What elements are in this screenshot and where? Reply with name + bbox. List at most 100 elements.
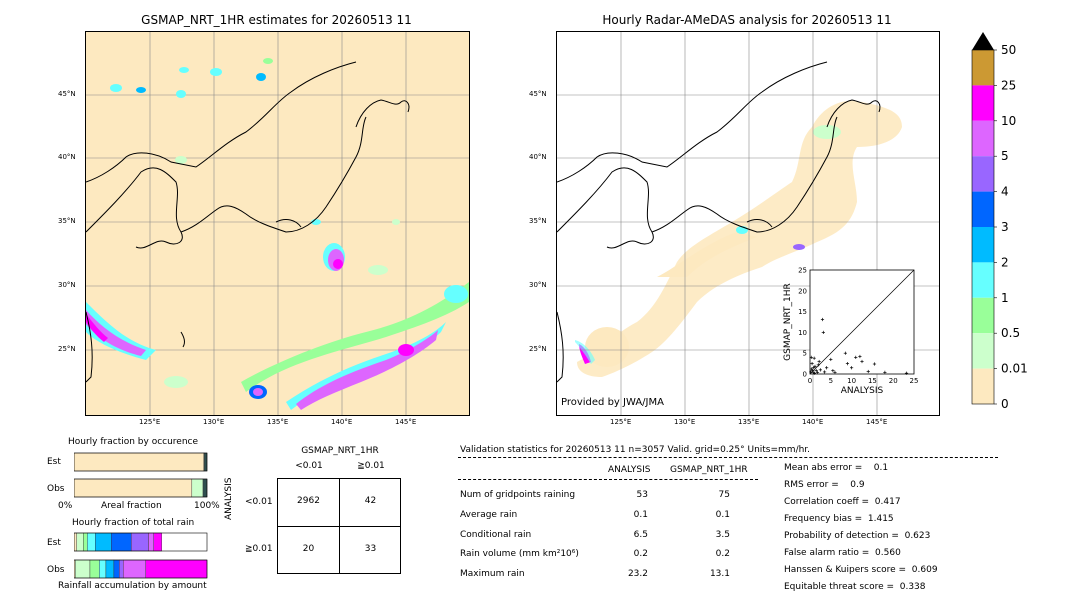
left-lat-tick-35: 35°N bbox=[58, 217, 76, 225]
fraction-bar-segment bbox=[130, 532, 149, 552]
scatter-point bbox=[817, 359, 821, 364]
occurrence-obs-label: Obs bbox=[47, 484, 65, 494]
contingency-row-axis: ANALYSIS bbox=[224, 477, 234, 520]
fraction-bar-segment bbox=[204, 452, 208, 472]
scatter-point bbox=[854, 355, 858, 359]
fraction-bar-segment bbox=[73, 452, 205, 472]
left-coastlines bbox=[86, 61, 410, 383]
stat-label-3: Rain volume (mm km²10⁶) bbox=[460, 549, 579, 559]
scatter-ytick: 25 bbox=[798, 267, 807, 275]
scatter-xtick: 5 bbox=[829, 377, 833, 385]
fraction-bar-segment bbox=[113, 559, 120, 579]
occurrence-tick-100: 100% bbox=[194, 501, 220, 511]
contingency-row-1: <0.01 bbox=[245, 497, 273, 507]
validation-col-divider bbox=[458, 479, 758, 480]
scatter-ytick: 5 bbox=[803, 350, 807, 358]
scatter-ytick: 20 bbox=[798, 287, 807, 295]
colorbar-label: 2 bbox=[1001, 255, 1009, 269]
stat-gsmap-3: 0.2 bbox=[715, 549, 730, 559]
score-4: Probability of detection = 0.623 bbox=[784, 531, 931, 541]
scatter-xtick: 15 bbox=[868, 377, 877, 385]
fraction-bar-segment bbox=[123, 559, 147, 579]
validation-col-analysis: ANALYSIS bbox=[608, 465, 651, 475]
scatter-point bbox=[812, 356, 816, 360]
validation-col-gsmap: GSMAP_NRT_1HR bbox=[670, 465, 748, 475]
right-lon-tick-125: 125°E bbox=[610, 418, 632, 426]
total-rain-bars bbox=[73, 532, 208, 580]
scatter-point bbox=[866, 369, 870, 374]
score-5: False alarm ratio = 0.560 bbox=[784, 548, 901, 558]
fraction-bar-segment bbox=[89, 559, 100, 579]
fraction-bar-segment bbox=[119, 559, 124, 579]
colorbar-segment bbox=[972, 85, 994, 121]
fraction-bar-segment bbox=[148, 532, 155, 552]
right-coastlines bbox=[557, 61, 881, 383]
fraction-bar-segment bbox=[202, 478, 208, 498]
colorbar-segment bbox=[972, 333, 994, 369]
fraction-bar-segment bbox=[111, 532, 132, 552]
left-map-title: GSMAP_NRT_1HR estimates for 20260513 11 bbox=[141, 13, 412, 27]
scatter-point bbox=[904, 371, 909, 375]
colorbar: 50 25 10 5 4 3 2 1 0.5 0.01 0 bbox=[962, 28, 1042, 420]
scatter-point bbox=[883, 370, 887, 374]
colorbar-segment bbox=[972, 368, 994, 404]
left-map bbox=[85, 31, 470, 416]
fraction-bar-segment bbox=[99, 559, 107, 579]
scatter-point bbox=[850, 366, 854, 370]
scatter-inset: 0 0 5 5 10 10 15 15 20 20 25 25 ANALYSIS GSMAP_NRT_1H… bbox=[780, 262, 920, 402]
scatter-plot: 00 5 5 10 10 15 15 20 20 25 25 ANALYSIS GSMAP_NRT_1H… bbox=[783, 267, 918, 397]
colorbar-segment bbox=[972, 191, 994, 227]
fraction-bar-segment bbox=[145, 559, 208, 579]
colorbar-label: 0 bbox=[1001, 397, 1009, 411]
colorbar-label: 4 bbox=[1001, 185, 1009, 199]
score-6: Hanssen & Kuipers score = 0.609 bbox=[784, 565, 938, 575]
colorbar-segment bbox=[972, 262, 994, 298]
total-rain-obs-label: Obs bbox=[47, 565, 65, 575]
colorbar-label: 10 bbox=[1001, 114, 1016, 128]
total-rain-est-label: Est bbox=[47, 538, 61, 548]
scatter-point bbox=[812, 365, 816, 369]
fraction-bar-segment bbox=[83, 532, 88, 552]
contingency-cell-12: 42 bbox=[364, 496, 377, 506]
score-7: Equitable threat score = 0.338 bbox=[784, 582, 926, 592]
fraction-bar-frame bbox=[73, 452, 208, 472]
scatter-ytick: 0 bbox=[803, 371, 807, 379]
stat-label-4: Maximum rain bbox=[460, 569, 525, 579]
scatter-point bbox=[816, 363, 820, 367]
fraction-bar-frame bbox=[73, 478, 208, 498]
right-lon-tick-130: 130°E bbox=[674, 418, 696, 426]
left-lat-tick-25: 25°N bbox=[58, 345, 76, 353]
fraction-bar-segment bbox=[153, 532, 162, 552]
scatter-point bbox=[872, 362, 877, 366]
contingency-row-2: ≧0.01 bbox=[245, 544, 273, 554]
score-1: RMS error = 0.9 bbox=[784, 480, 865, 490]
scatter-diagonal bbox=[809, 269, 915, 375]
scatter-ytick: 10 bbox=[798, 329, 807, 337]
fraction-bar-frame bbox=[73, 532, 208, 552]
contingency-cell-22: 33 bbox=[364, 544, 377, 554]
score-0: Mean abs error = 0.1 bbox=[784, 463, 889, 473]
stat-label-1: Average rain bbox=[460, 510, 518, 520]
scatter-point bbox=[812, 371, 817, 375]
scatter-point bbox=[814, 369, 818, 373]
scatter-point bbox=[822, 370, 827, 374]
scatter-point bbox=[829, 357, 833, 362]
colorbar-label: 50 bbox=[1001, 43, 1016, 57]
validation-divider bbox=[458, 457, 998, 458]
fraction-bar-segment bbox=[73, 532, 77, 552]
stat-gsmap-0: 75 bbox=[718, 490, 730, 500]
occurrence-title: Hourly fraction by occurence bbox=[68, 437, 199, 447]
scatter-point bbox=[809, 370, 813, 374]
right-lon-tick-135: 135°E bbox=[738, 418, 760, 426]
stat-analysis-4: 23.2 bbox=[627, 569, 648, 579]
scatter-point bbox=[821, 330, 825, 334]
occurrence-bars bbox=[73, 452, 208, 498]
left-lon-tick-125: 125°E bbox=[139, 418, 161, 426]
colorbar-label: 5 bbox=[1001, 149, 1009, 163]
stat-analysis-3: 0.2 bbox=[633, 549, 648, 559]
right-lon-tick-145: 145°E bbox=[866, 418, 888, 426]
contingency-cell-21: 20 bbox=[302, 544, 315, 554]
scatter-ylabel: GSMAP_NRT_1HR bbox=[783, 283, 793, 361]
colorbar-segment bbox=[972, 297, 994, 334]
scatter-point bbox=[818, 368, 822, 372]
